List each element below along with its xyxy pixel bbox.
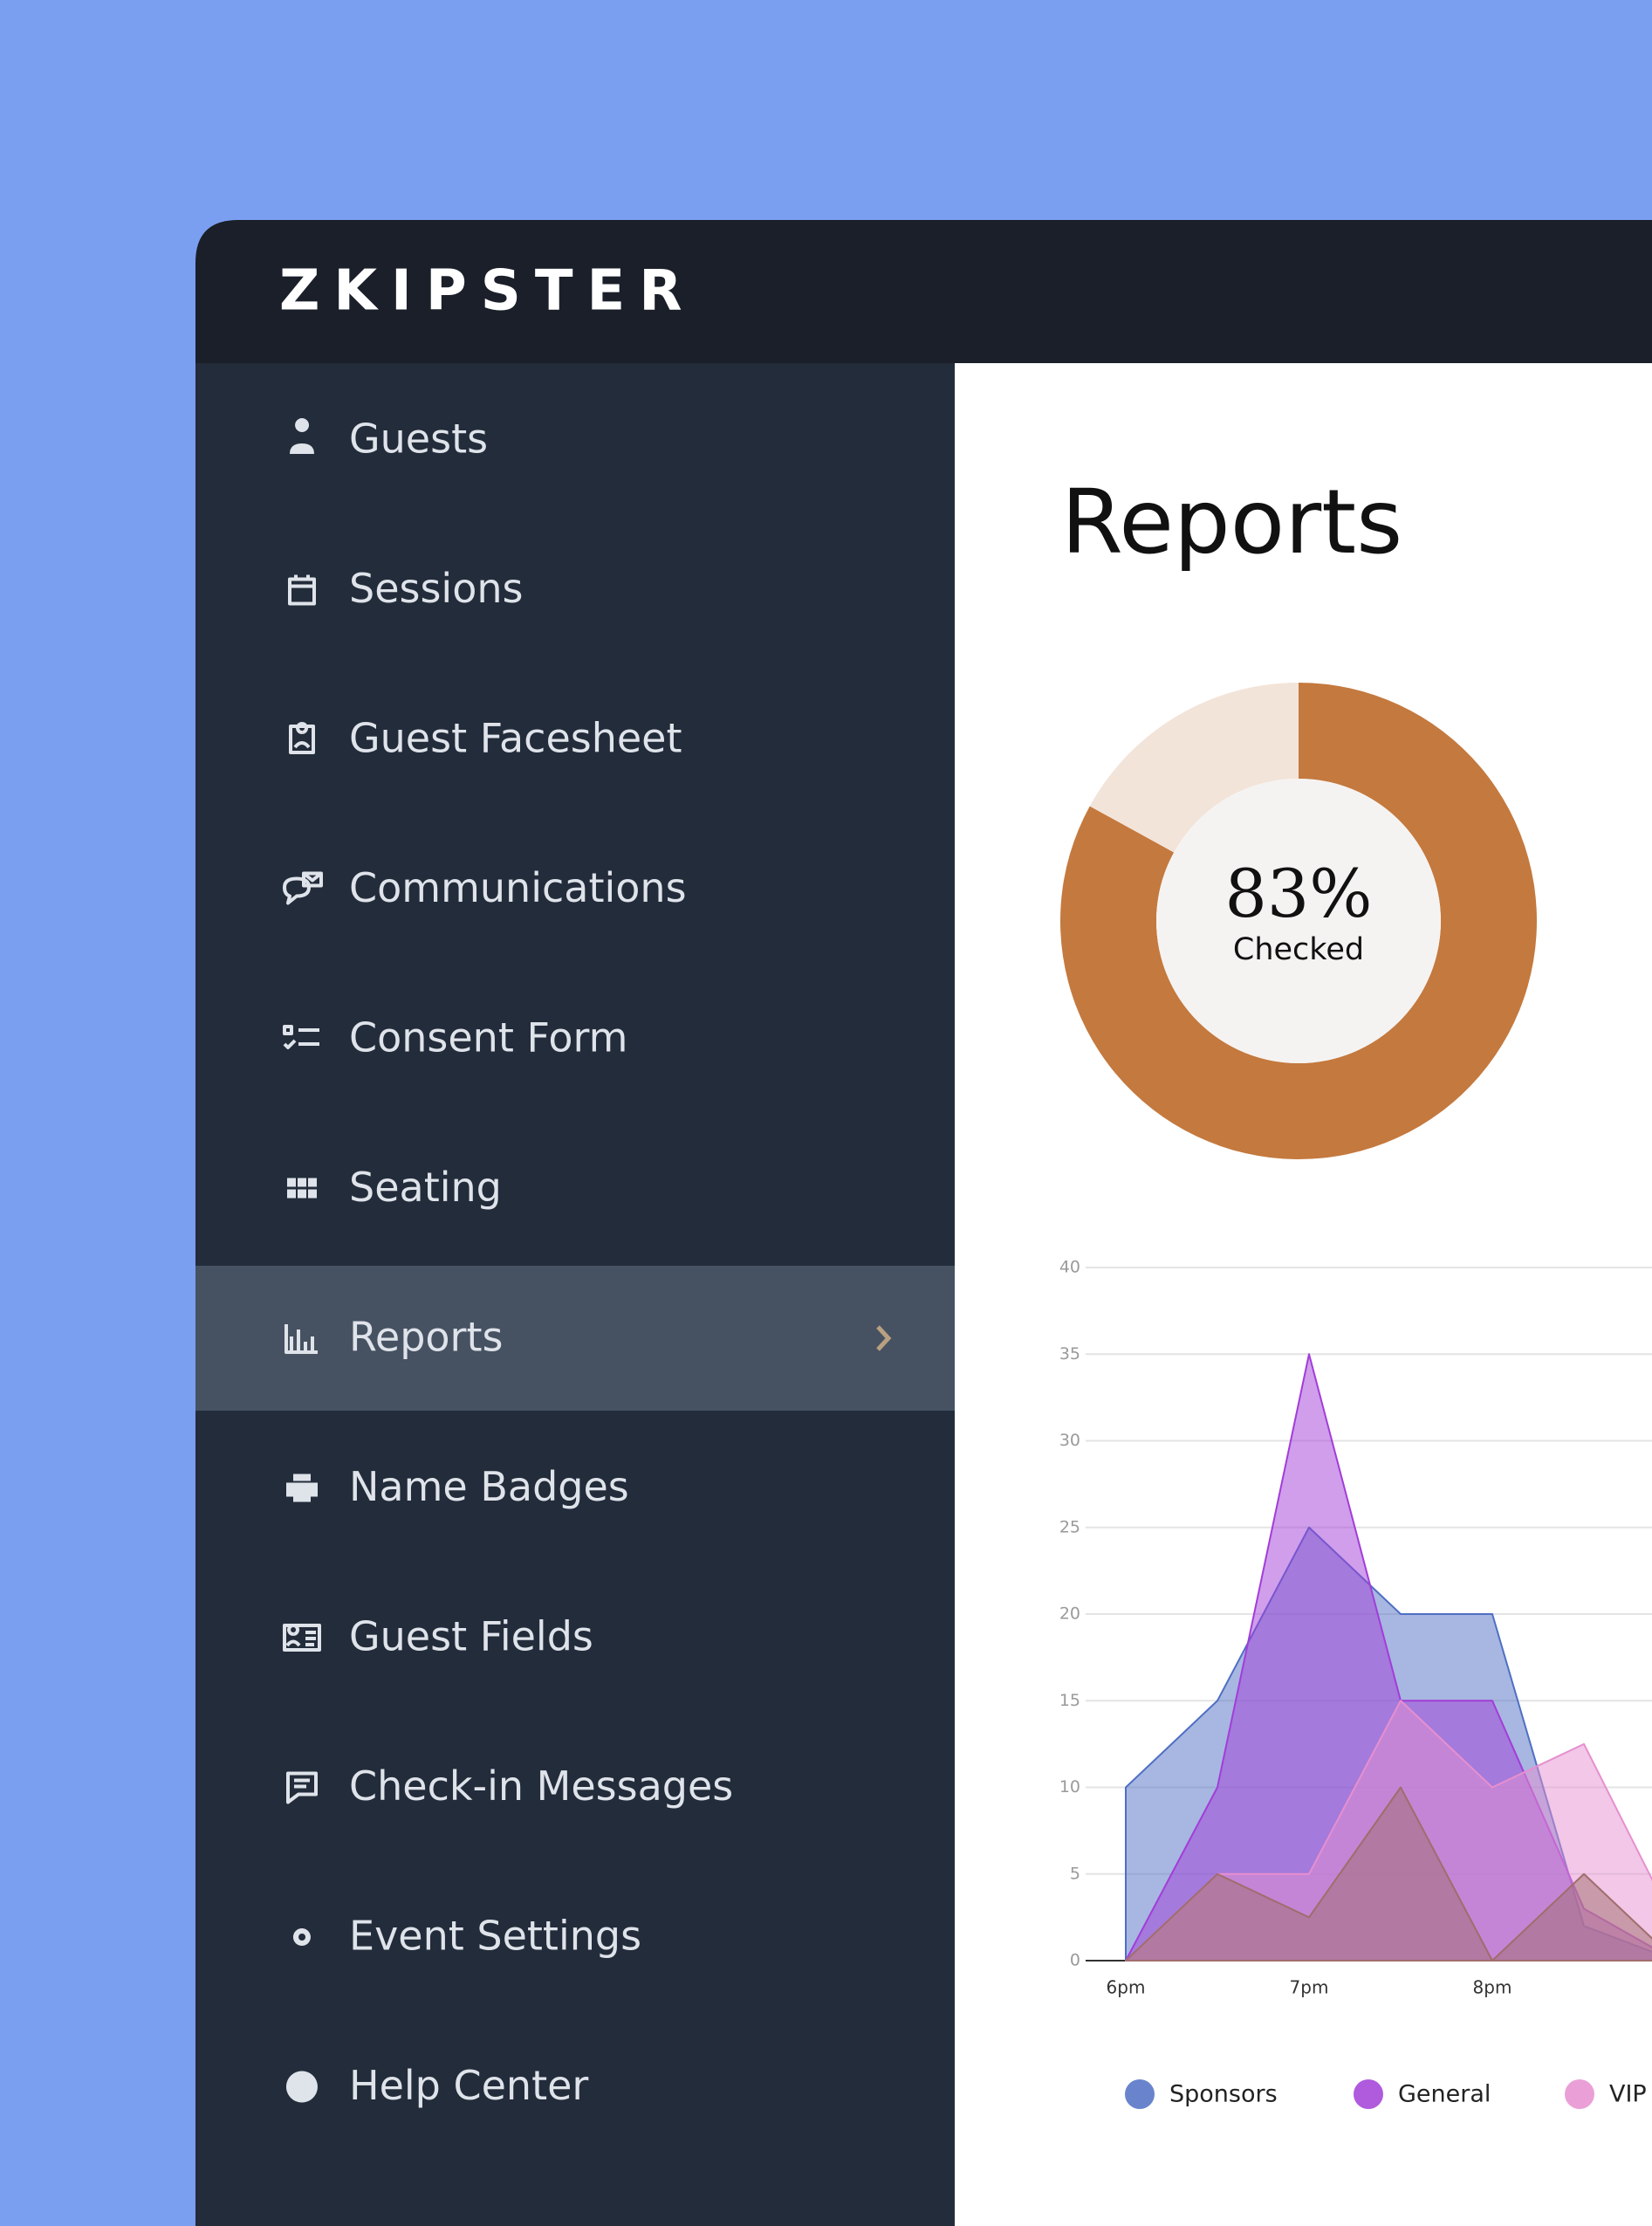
donut-value: 83% bbox=[1225, 855, 1373, 932]
nav-icon bbox=[283, 1025, 319, 1049]
nav-item[interactable]: Check-in Messages bbox=[286, 1762, 733, 1810]
donut-segment bbox=[1089, 683, 1299, 853]
nav-label[interactable]: Event Settings bbox=[349, 1913, 641, 1960]
nav-label[interactable]: Name Badges bbox=[349, 1463, 629, 1510]
x-tick-label: 6pm bbox=[1107, 1977, 1146, 1998]
nav-item[interactable]: Guests bbox=[290, 416, 488, 463]
nav-label[interactable]: Guest Facesheet bbox=[349, 715, 682, 762]
legend-swatch bbox=[1354, 2079, 1383, 2109]
nav-icon bbox=[289, 722, 315, 754]
page-title: Reports bbox=[1061, 471, 1402, 574]
nav-icon bbox=[287, 1178, 317, 1199]
nav-label[interactable]: Check-in Messages bbox=[349, 1762, 733, 1810]
x-tick-label: 8pm bbox=[1473, 1977, 1512, 1998]
legend-label: VIP bbox=[1609, 2081, 1647, 2108]
area-series bbox=[1125, 1786, 1652, 1961]
nav-item[interactable]: Consent Form bbox=[283, 1014, 627, 1061]
y-tick-label: 0 bbox=[1070, 1951, 1080, 1970]
nav-label[interactable]: Consent Form bbox=[349, 1014, 627, 1061]
nav-label[interactable]: Sessions bbox=[349, 565, 523, 612]
donut-label: Checked bbox=[1233, 932, 1364, 967]
nav-item[interactable]: Communications bbox=[283, 864, 687, 911]
nav-icon bbox=[288, 574, 316, 606]
y-tick-label: 35 bbox=[1059, 1344, 1080, 1364]
x-tick-label: 7pm bbox=[1290, 1977, 1329, 1998]
logo: ZKIPSTER bbox=[279, 259, 696, 324]
nav-icon bbox=[284, 1324, 318, 1354]
nav-icon bbox=[283, 871, 323, 905]
y-tick-label: 20 bbox=[1059, 1604, 1080, 1624]
y-tick-label: 5 bbox=[1070, 1864, 1080, 1883]
nav-icon bbox=[286, 1771, 318, 1804]
nav-item[interactable]: Seating bbox=[287, 1164, 502, 1211]
nav-item[interactable]: Event Settings bbox=[292, 1913, 641, 1960]
charts: 83%Checked 0 5 10 15 20 25 30 35 40 6pm 7pm 8pm Spons… bbox=[1059, 683, 1652, 2109]
y-tick-label: 10 bbox=[1059, 1777, 1080, 1797]
nav-item[interactable]: Help Center bbox=[285, 2062, 588, 2109]
donut-segment bbox=[1060, 683, 1537, 1159]
nav-label[interactable]: Guests bbox=[349, 416, 488, 463]
nav-icon bbox=[283, 1624, 321, 1652]
legend-swatch bbox=[1565, 2079, 1594, 2109]
legend-swatch bbox=[1125, 2079, 1155, 2109]
nav-item[interactable]: Reports bbox=[195, 1266, 955, 1411]
legend-label: General bbox=[1398, 2081, 1491, 2108]
nav-label[interactable]: Seating bbox=[349, 1164, 502, 1211]
y-tick-label: 25 bbox=[1059, 1517, 1080, 1536]
chevron bbox=[876, 1325, 892, 1351]
nav: Guests Sessions Guest Facesheet Communicati… bbox=[195, 416, 955, 2109]
nav-item[interactable]: Guest Facesheet bbox=[289, 715, 682, 762]
legend-label: Sponsors bbox=[1169, 2081, 1278, 2108]
nav-item[interactable]: Name Badges bbox=[286, 1463, 629, 1510]
y-tick-label: 40 bbox=[1059, 1258, 1080, 1277]
y-tick-label: 15 bbox=[1059, 1691, 1080, 1710]
nav-icon bbox=[290, 418, 314, 454]
y-tick-label: 30 bbox=[1059, 1431, 1080, 1450]
nav-icon bbox=[292, 1928, 311, 1946]
nav-item[interactable]: Guest Fields bbox=[283, 1613, 593, 1660]
nav-item[interactable]: Sessions bbox=[288, 565, 523, 612]
nav-icon bbox=[285, 2071, 318, 2103]
nav-label[interactable]: Communications bbox=[349, 864, 687, 911]
nav-label[interactable]: Reports bbox=[349, 1314, 503, 1361]
nav-label[interactable]: Guest Fields bbox=[349, 1613, 593, 1660]
nav-label[interactable]: Help Center bbox=[349, 2062, 588, 2109]
active-highlight bbox=[195, 1266, 955, 1411]
nav-icon bbox=[286, 1474, 318, 1502]
donut-center bbox=[1156, 779, 1441, 1063]
